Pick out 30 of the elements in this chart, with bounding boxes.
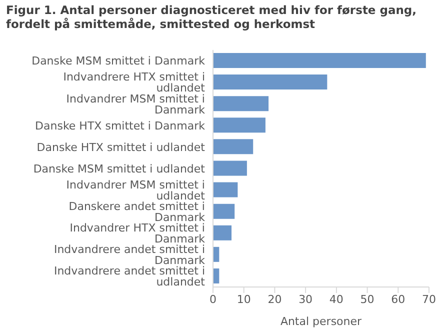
x-tick-label: 30 [298, 292, 313, 306]
bar [213, 182, 238, 198]
y-tick-label: Indvandrere andet smittet i udlandet [54, 264, 206, 289]
x-tick-label: 20 [268, 292, 282, 306]
y-tick-label: Danske HTX smittet i udlandet [36, 140, 206, 154]
bar [213, 74, 328, 90]
bar [213, 53, 426, 68]
y-tick-label: Indvandrer MSM smittet i Danmark [66, 92, 206, 116]
bar [213, 160, 247, 176]
y-tick-label: Danske HTX smittet i Danmark [35, 119, 206, 132]
x-tick-label: 70 [422, 292, 436, 306]
chart-title: Figur 1. Antal personer diagnosticeret med hiv for første gang, fordelt på smittemåde, smittested og herkomst [6, 3, 418, 31]
y-tick-label: Danske MSM smittet i Danmark [32, 54, 206, 68]
bar [213, 118, 266, 133]
x-tick-label: 40 [329, 292, 344, 306]
x-tick-label: 10 [236, 292, 251, 306]
y-tick-label: Danskere andet smittet i Danmark [68, 200, 206, 224]
y-tick-label: Indvandrere HTX smittet i udlandet [63, 70, 206, 95]
bar [213, 204, 235, 219]
y-tick-label: Indvandrer HTX smittet i Danmark [70, 222, 206, 246]
x-tick-label: 50 [360, 292, 374, 306]
x-axis-title: Antal personer [280, 315, 362, 328]
bar [213, 96, 269, 112]
x-tick-label: 0 [210, 292, 216, 306]
y-tick-label: Indvandrere andet smittet i Danmark [54, 243, 206, 268]
y-tick-label: Indvandrer MSM smittet i udlandet [66, 178, 206, 202]
x-tick-label: 60 [391, 292, 406, 306]
bar [213, 139, 254, 154]
y-tick-label: Danske MSM smittet i udlandet [33, 162, 206, 176]
bar [213, 225, 232, 240]
